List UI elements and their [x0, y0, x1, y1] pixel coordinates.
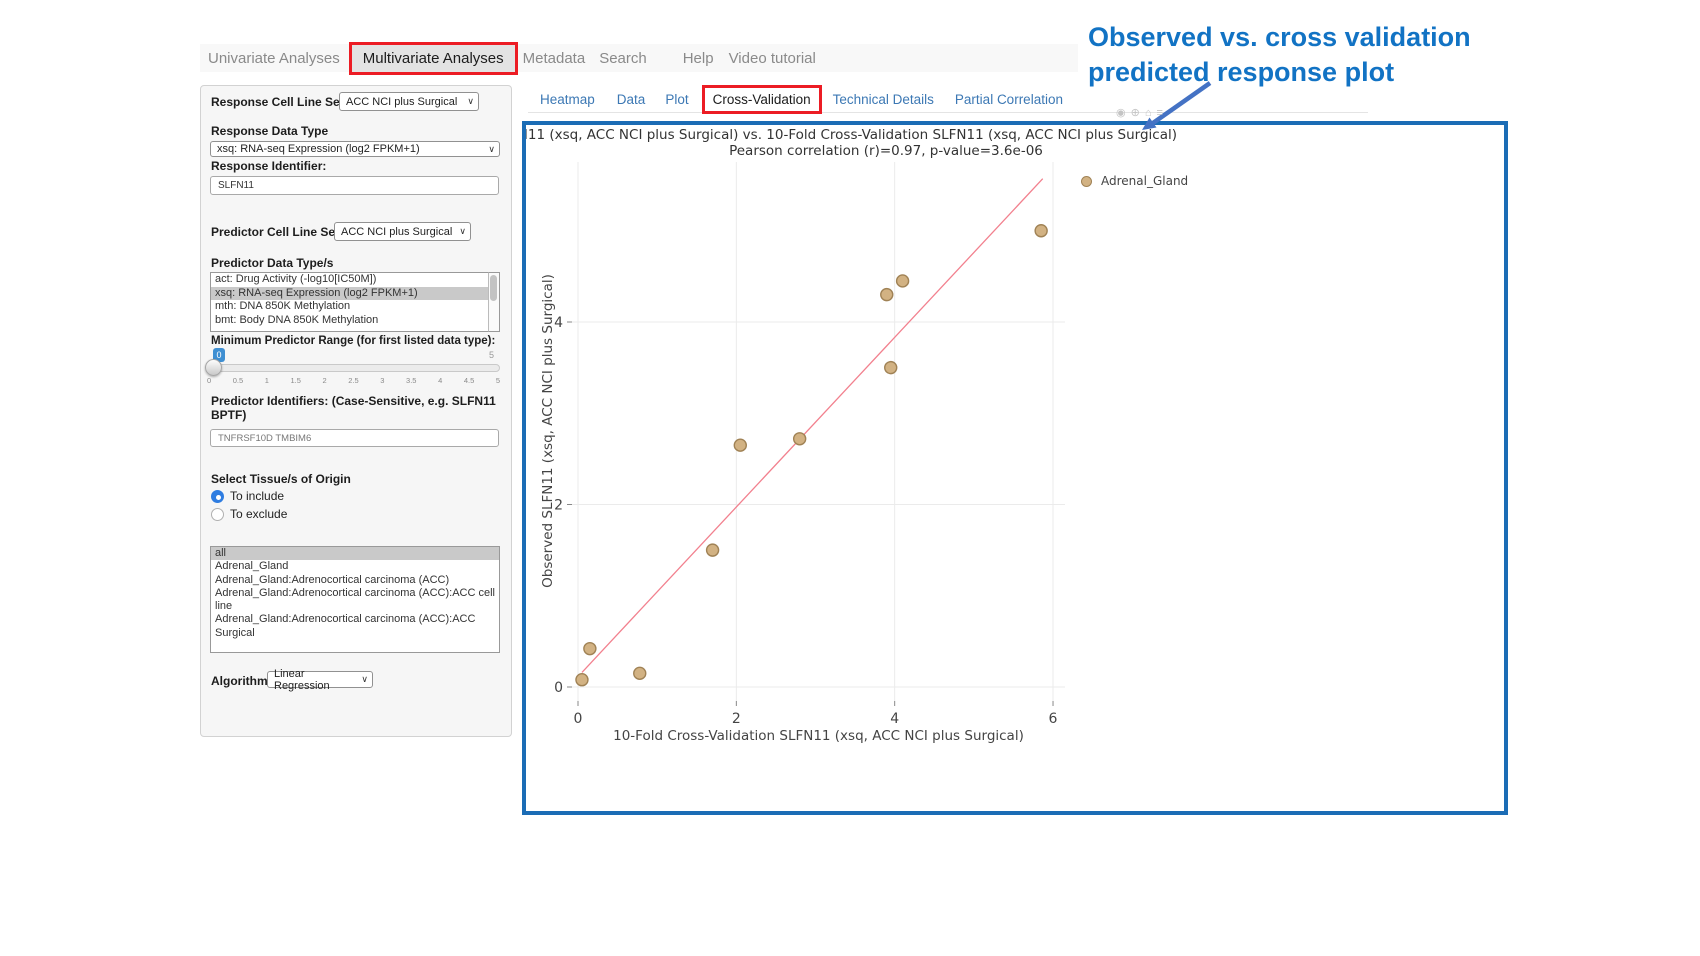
chevron-down-icon: ∨ [459, 226, 466, 236]
predictor-data-type-option[interactable]: bmt: Body DNA 850K Methylation [215, 313, 379, 326]
svg-text:2: 2 [554, 498, 563, 514]
listbox-scrollbar[interactable] [488, 272, 500, 332]
tab[interactable]: Data [616, 91, 646, 107]
chevron-down-icon: ∨ [361, 674, 368, 684]
predictor-data-type-option[interactable]: mth: DNA 850K Methylation [215, 300, 351, 313]
slider-tick: 0.5 [232, 376, 244, 385]
plot-correlation-subtitle: Pearson correlation (r)=0.97, p-value=3.… [729, 143, 1043, 159]
svg-text:0: 0 [574, 711, 583, 727]
predictor-data-type-option[interactable]: act: Drug Activity (-log10[IC50M]) [215, 273, 377, 285]
annotation-line2: predicted response plot [1088, 57, 1395, 87]
response-data-type-label: Response Data Type [211, 124, 329, 138]
slider-tick: 4 [438, 376, 443, 385]
plot-title: FN11 (xsq, ACC NCI plus Surgical) vs. 10… [522, 127, 1178, 143]
response-cell-line-set-label: Response Cell Line Set [211, 95, 344, 109]
modebar-icon[interactable]: ◉ [1116, 107, 1131, 119]
tab[interactable]: Partial Correlation [954, 91, 1063, 107]
slider-tick: 3.5 [406, 376, 417, 385]
slider-tick: 2 [322, 376, 327, 385]
svg-text:4: 4 [890, 711, 899, 727]
predictor-cell-line-set-select[interactable]: ACC NCI plus Surgical ∨ [334, 222, 471, 241]
svg-text:6: 6 [1049, 711, 1058, 727]
tab[interactable]: Heatmap [540, 91, 595, 107]
annotation-line1: Observed vs. cross validation [1088, 22, 1471, 52]
predictor-cell-line-set-label: Predictor Cell Line Set [211, 225, 340, 239]
slider-tick: 3 [380, 376, 385, 385]
tissue-exclude-label: To exclude [230, 507, 288, 521]
nav-item[interactable]: Help [682, 49, 714, 67]
legend-item-adrenal-gland[interactable]: Adrenal_Gland [1081, 174, 1188, 188]
modebar-icon[interactable]: ⊕ [1130, 107, 1145, 119]
analysis-form-sidebar: Response Cell Line Set ACC NCI plus Surg… [200, 85, 512, 737]
tissue-exclude-radio[interactable]: To exclude [211, 507, 287, 521]
scatter-plot[interactable]: 0 2 4 6 0 2 4 [526, 125, 1504, 811]
svg-text:0: 0 [554, 680, 563, 696]
response-cell-line-set-select[interactable]: ACC NCI plus Surgical ∨ [339, 92, 479, 111]
slider-tick: 4.5 [463, 376, 475, 385]
result-tabs: Heatmap Data Plot Cross-Validation Technical… [528, 84, 1368, 114]
algorithm-select[interactable]: Linear Regression ∨ [267, 668, 373, 692]
plotly-modebar: ◉⊕⌂≡ [1116, 106, 1168, 119]
slider-tick-labels: 0 0.5 1 1.5 2 2.5 3 3.5 4 4.5 5 [207, 376, 500, 385]
legend-marker-icon [1081, 175, 1092, 187]
predictor-data-type-option[interactable]: xsq: RNA-seq Expression (log2 FPKM+1) [211, 286, 488, 301]
top-navbar: Univariate Analyses Multivariate Analyses… [200, 41, 1078, 75]
predictor-identifiers-input[interactable] [210, 429, 499, 447]
response-data-type-select[interactable]: xsq: RNA-seq Expression (log2 FPKM+1) ∨ [210, 141, 500, 157]
tab[interactable]: Plot [665, 91, 689, 107]
x-axis-label: 10-Fold Cross-Validation SLFN11 (xsq, AC… [613, 728, 1024, 744]
response-identifier-label: Response Identifier: [211, 159, 327, 173]
annotation-text: Observed vs. cross validation predicted … [1088, 20, 1471, 90]
tissue-origin-option[interactable]: Adrenal_Gland:Adrenocortical carcinoma (… [215, 586, 496, 613]
response-identifier-input[interactable] [210, 176, 499, 195]
nav-item[interactable]: Search [599, 49, 647, 67]
tissue-origin-option[interactable]: Adrenal_Gland [215, 560, 289, 573]
tissue-origin-option[interactable]: all [211, 547, 499, 561]
predictor-identifiers-label: Predictor Identifiers: (Case-Sensitive, … [211, 394, 496, 422]
slider-tick: 5 [495, 376, 500, 385]
slider-tick: 0 [207, 376, 212, 385]
tissue-include-label: To include [230, 489, 285, 503]
slider-value-badge: 0 [213, 348, 225, 362]
radio-unselected-icon [211, 507, 224, 521]
modebar-icon[interactable]: ⌂ [1144, 107, 1157, 119]
nav-item[interactable]: Multivariate Analyses [348, 41, 518, 75]
chevron-down-icon: ∨ [488, 143, 495, 154]
annotation-arrow-icon [1142, 81, 1212, 130]
slider-tick: 2.5 [348, 376, 359, 385]
tab[interactable]: Technical Details [832, 91, 934, 107]
chevron-down-icon: ∨ [467, 96, 474, 106]
predictor-data-types-label: Predictor Data Type/s [211, 256, 334, 270]
nav-item[interactable]: Univariate Analyses [208, 49, 340, 67]
algorithm-value: Linear Regression [274, 667, 330, 692]
slider-handle[interactable] [205, 359, 222, 376]
svg-text:4: 4 [554, 315, 563, 331]
tissue-origin-label: Select Tissue/s of Origin [211, 472, 351, 486]
nav-item[interactable]: Video tutorial [728, 49, 816, 67]
min-predictor-range-slider[interactable] [207, 364, 500, 372]
slider-tick: 1.5 [290, 376, 301, 385]
predictor-cell-line-set-value: ACC NCI plus Surgical [341, 225, 453, 238]
cross-validation-plot-panel: FN11 (xsq, ACC NCI plus Surgical) vs. 10… [522, 121, 1508, 815]
tissue-origin-option[interactable]: Adrenal_Gland:Adrenocortical carcinoma (… [215, 613, 476, 639]
tissue-origin-listbox: all Adrenal_Gland Adrenal_Gland:Adrenocort… [210, 546, 500, 653]
modebar-icon[interactable]: ≡ [1156, 107, 1168, 119]
predictor-data-types-listbox: act: Drug Activity (-log10[IC50M]) xsq: R… [210, 272, 500, 332]
min-predictor-range-label: Minimum Predictor Range (for first liste… [211, 335, 496, 347]
scrollbar-thumb[interactable] [490, 275, 497, 301]
algorithm-label: Algorithm [211, 674, 268, 688]
tissue-include-radio[interactable]: To include [211, 489, 284, 503]
tissue-origin-option[interactable]: Adrenal_Gland:Adrenocortical carcinoma (… [215, 573, 450, 586]
radio-selected-icon [211, 489, 224, 503]
response-data-type-value: xsq: RNA-seq Expression (log2 FPKM+1) [217, 143, 420, 155]
slider-max-label: 5 [489, 350, 495, 360]
response-cell-line-set-value: ACC NCI plus Surgical [346, 95, 458, 108]
nav-item[interactable]: Metadata [522, 49, 586, 67]
svg-text:2: 2 [732, 711, 741, 727]
tab[interactable]: Cross-Validation [701, 84, 822, 114]
slider-tick: 1 [264, 376, 269, 385]
legend-label: Adrenal_Gland [1101, 174, 1189, 188]
